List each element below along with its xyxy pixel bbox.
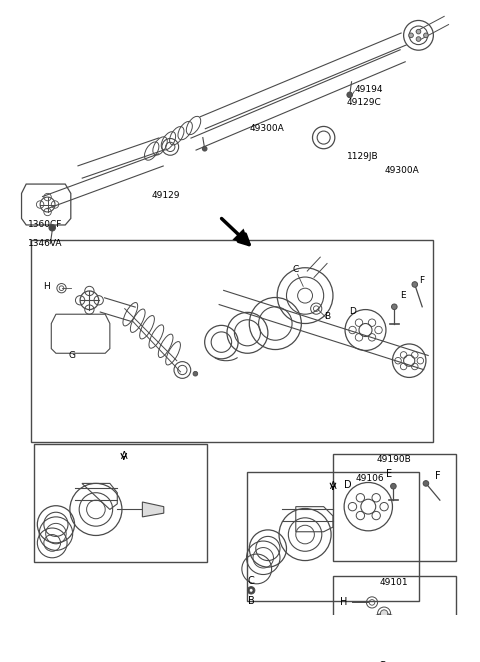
- Text: H: H: [43, 282, 50, 291]
- Text: G: G: [379, 661, 386, 662]
- Text: C: C: [293, 265, 299, 274]
- Text: G: G: [68, 351, 75, 359]
- Text: 1346VA: 1346VA: [28, 239, 62, 248]
- Polygon shape: [143, 502, 164, 517]
- Text: 49106: 49106: [356, 474, 384, 483]
- Text: E: E: [385, 469, 392, 479]
- Text: 49190B: 49190B: [377, 455, 412, 464]
- Bar: [333, 453, 456, 561]
- Circle shape: [362, 628, 369, 636]
- Circle shape: [416, 36, 421, 41]
- Bar: [247, 472, 420, 600]
- Circle shape: [380, 647, 388, 655]
- Text: 49194: 49194: [354, 85, 383, 94]
- Circle shape: [380, 610, 388, 617]
- Circle shape: [392, 304, 397, 310]
- Text: 49129C: 49129C: [347, 98, 382, 107]
- Text: D: D: [349, 307, 356, 316]
- Circle shape: [247, 587, 255, 594]
- Text: 49101: 49101: [380, 579, 408, 587]
- Circle shape: [416, 29, 421, 34]
- Circle shape: [203, 146, 207, 151]
- Text: H: H: [340, 597, 348, 608]
- Circle shape: [423, 481, 429, 486]
- Circle shape: [399, 628, 407, 636]
- Text: E: E: [400, 291, 406, 300]
- Text: 1129JB: 1129JB: [347, 152, 379, 161]
- Circle shape: [409, 33, 413, 38]
- Text: B: B: [324, 312, 330, 320]
- Bar: [333, 577, 456, 662]
- Text: A: A: [120, 451, 127, 461]
- Text: F: F: [435, 471, 441, 481]
- Text: B: B: [248, 596, 254, 606]
- Bar: [31, 240, 433, 442]
- Text: 49300A: 49300A: [384, 166, 419, 175]
- Text: A: A: [330, 481, 336, 491]
- Text: 1360CF: 1360CF: [28, 220, 62, 230]
- Bar: [34, 444, 207, 563]
- Circle shape: [424, 33, 428, 38]
- Circle shape: [347, 92, 352, 97]
- Text: F: F: [420, 276, 424, 285]
- Text: 49129: 49129: [152, 191, 180, 200]
- Circle shape: [193, 371, 198, 376]
- Text: D: D: [344, 480, 352, 491]
- Circle shape: [412, 281, 418, 287]
- Circle shape: [249, 589, 253, 592]
- Circle shape: [391, 483, 396, 489]
- Text: 49300A: 49300A: [249, 124, 284, 133]
- Circle shape: [49, 224, 56, 231]
- Text: C: C: [248, 576, 254, 586]
